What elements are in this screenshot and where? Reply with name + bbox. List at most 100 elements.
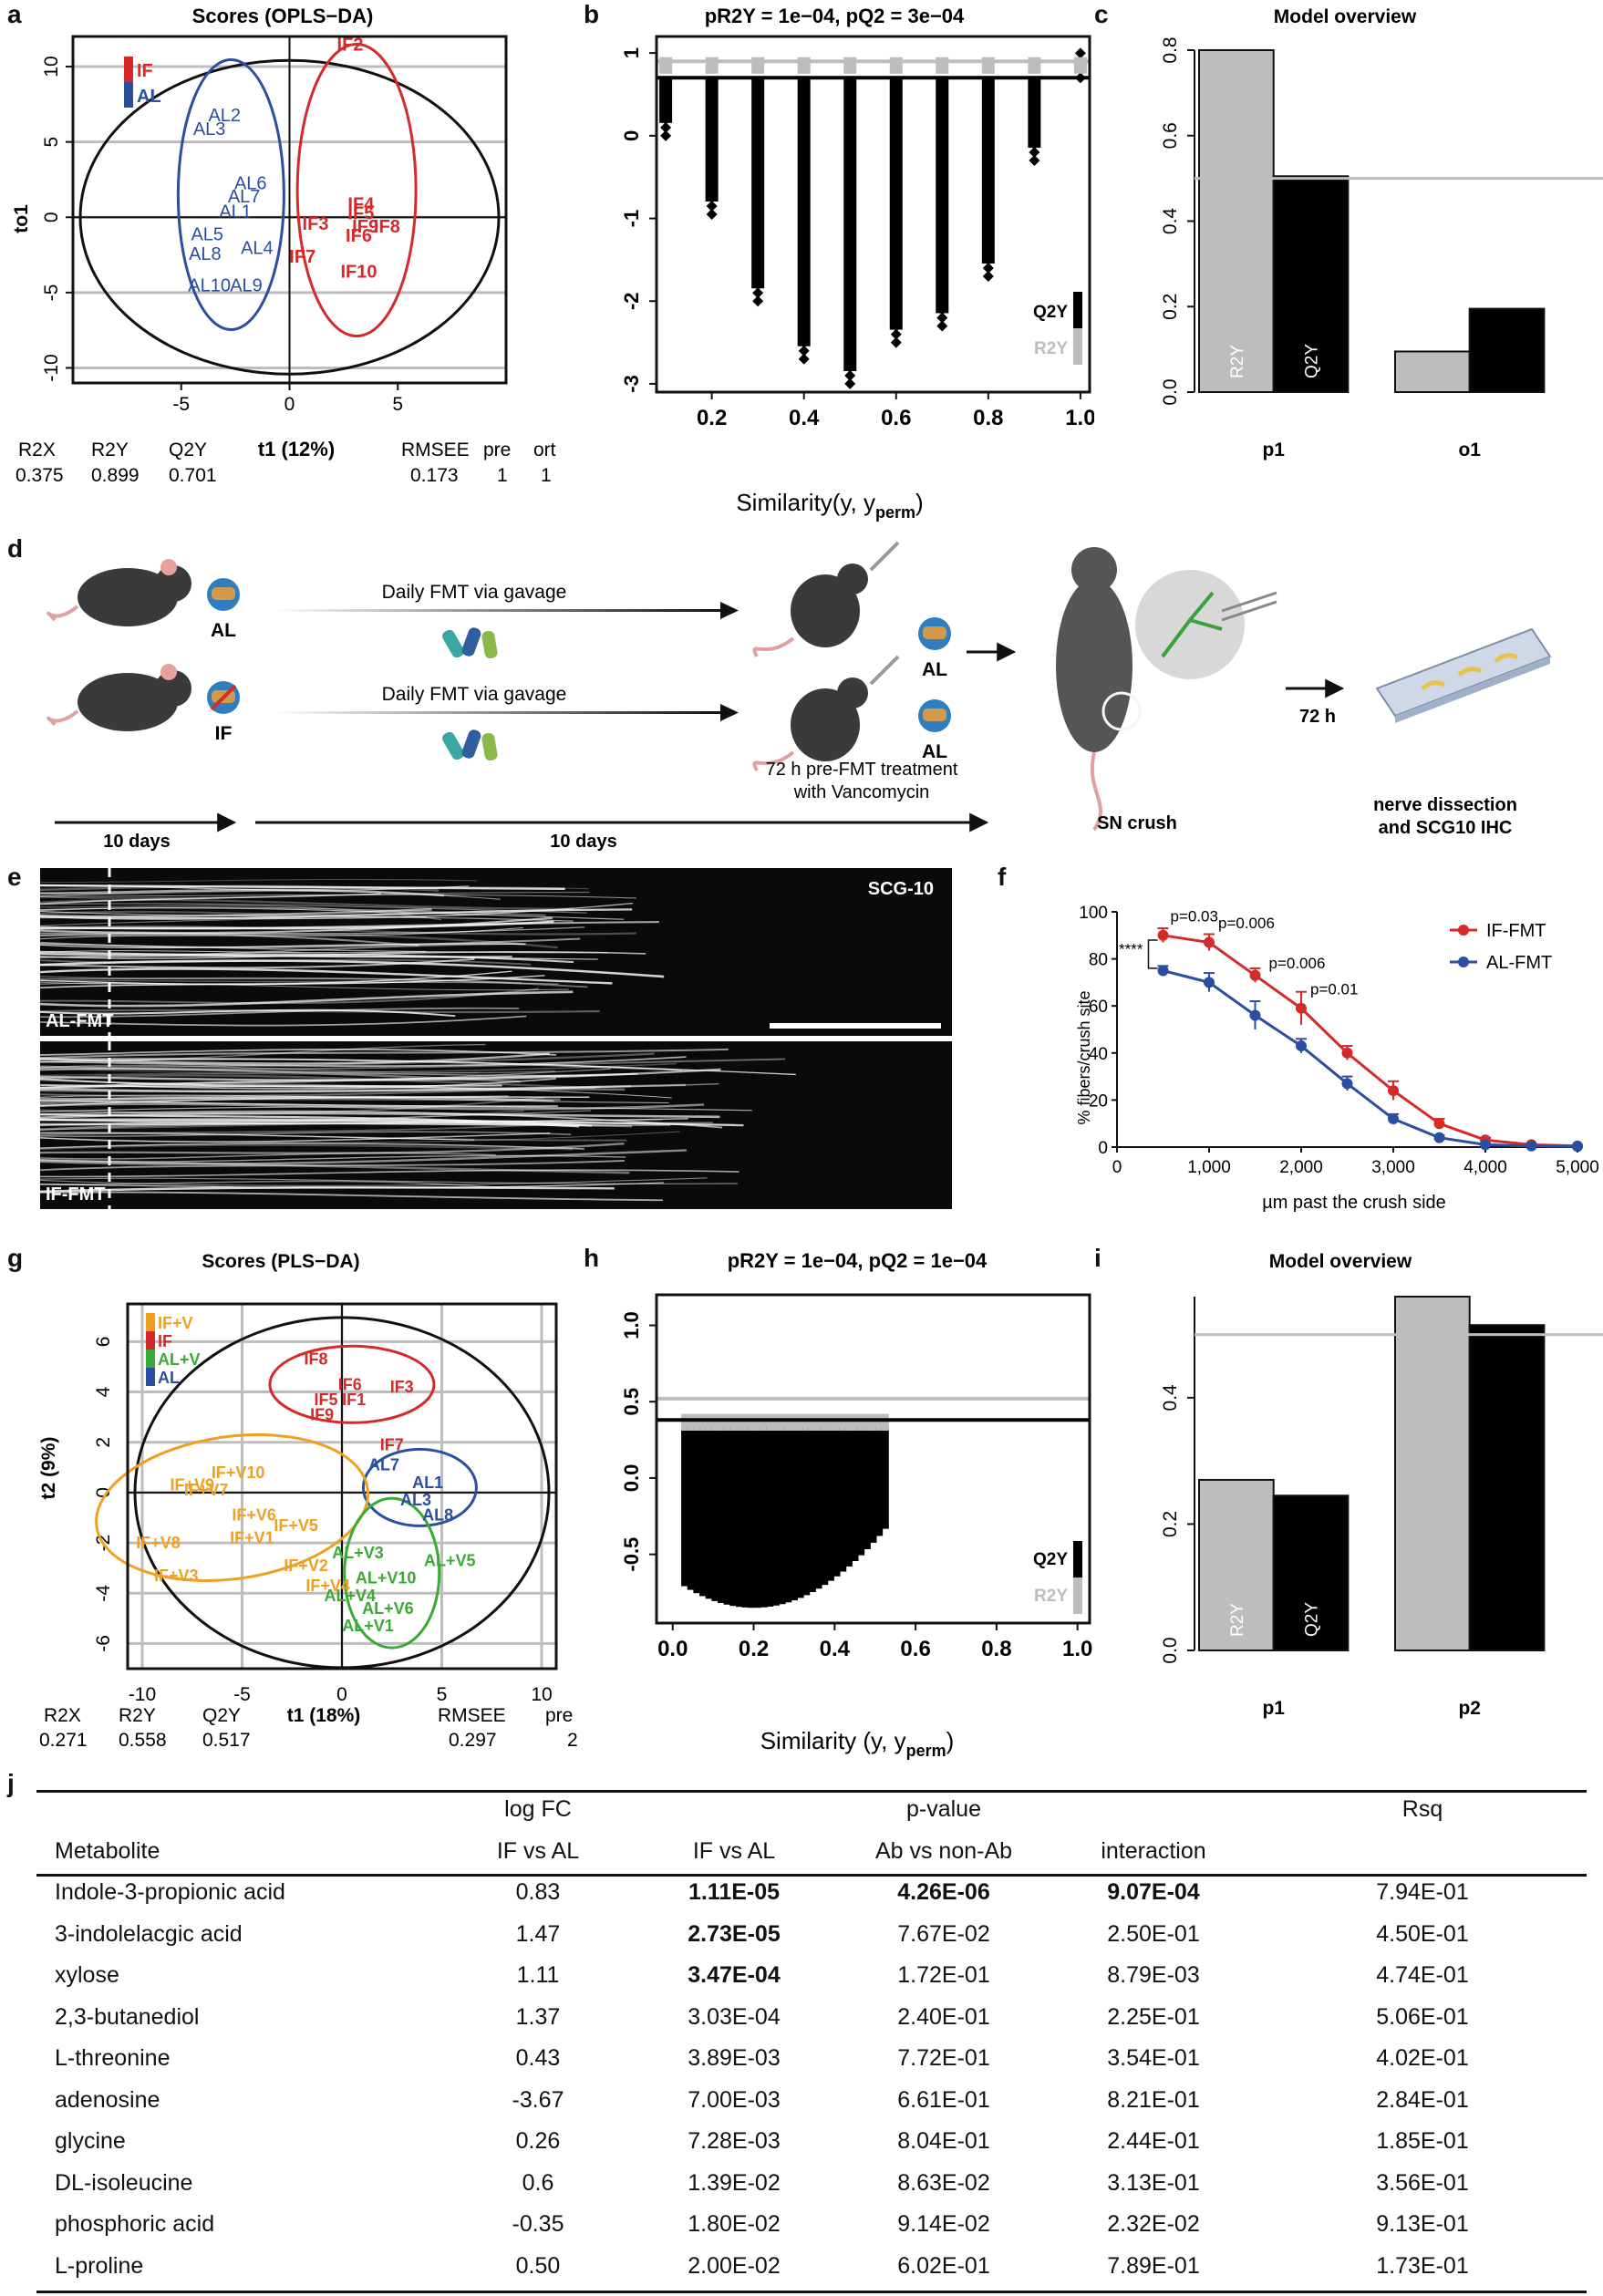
r2y-permutation-column	[736, 1413, 744, 1432]
panel-a-stat-r2y-label: R2Y	[91, 440, 129, 460]
th1-blank	[629, 1789, 839, 1831]
score-point-label: IF6	[338, 1375, 362, 1393]
q2y-permutation-column	[711, 1427, 719, 1601]
legend-label-r2y: R2Y	[1034, 339, 1068, 358]
score-point-label: AL3	[400, 1491, 431, 1509]
score-point-label: AL10	[188, 276, 231, 296]
axon-fiber	[40, 933, 419, 946]
q2y-permutation-column	[881, 1427, 889, 1529]
table-cell: 2.84E-01	[1376, 2086, 1469, 2113]
x-tick-label: 3,000	[1371, 1158, 1415, 1177]
score-point-label: IF+V5	[274, 1516, 318, 1535]
y-tick-label: 0.0	[620, 1464, 643, 1493]
x-tick-label: 0.0	[657, 1637, 688, 1661]
table-cell: 4.02E-01	[1376, 2045, 1469, 2072]
score-point-label: AL1	[219, 202, 252, 222]
scale-bar	[770, 1023, 941, 1029]
bar-r2y	[1198, 1478, 1275, 1651]
q2y-permutation-column	[797, 76, 811, 346]
panel-a-stat-pre-label: pre	[483, 440, 511, 460]
y-tick-label: 2	[93, 1437, 114, 1448]
axon-fiber	[40, 925, 636, 936]
legend-swatch-q2y	[1073, 292, 1082, 328]
q2y-permutation-column	[790, 1427, 798, 1601]
axon-fiber	[40, 1078, 556, 1090]
metabolite-name-cell: Indole-3-propionic acid	[55, 1879, 285, 1906]
mouse-icon	[47, 664, 191, 731]
q2y-outlier-point	[844, 377, 856, 389]
data-point	[1249, 969, 1261, 981]
table-cell: 2.25E-01	[1107, 2003, 1200, 2030]
table-cell: 6.02E-01	[897, 2252, 990, 2279]
q2y-permutation-column	[796, 1427, 804, 1598]
score-point-label: AL6	[234, 173, 267, 193]
r2y-permutation-column	[857, 1413, 865, 1432]
q2y-outlier-point	[798, 336, 810, 348]
axon-fiber	[40, 975, 545, 988]
y-tick-label: -5	[41, 284, 62, 302]
panel-g-stat-pre-label: pre	[545, 1705, 573, 1726]
axon-fiber	[40, 878, 477, 884]
q2y-permutation-column	[681, 1427, 689, 1587]
pretreat-line-1: 72 h pre-FMT treatment	[766, 760, 958, 780]
panel-a-xlabel: t1 (12%)	[258, 438, 335, 460]
table-row: 3-indolelacgic acid 1.47 2.73E-05 7.67E-02 2…	[36, 1914, 1587, 1956]
table-cell: 0.6	[522, 2169, 554, 2196]
r2y-permutation-column	[778, 1413, 786, 1432]
score-point-label: IF8	[374, 217, 400, 237]
legend-swatch-r2y	[1073, 328, 1082, 365]
r2y-permutation-column	[869, 1413, 877, 1432]
p-value-annotation: p=0.03	[1171, 907, 1218, 925]
donor-label-if: IF	[215, 723, 233, 744]
y-tick-label: 0	[1098, 1139, 1108, 1158]
mouse-icon	[752, 541, 900, 657]
q2y-permutation-column	[766, 1427, 774, 1607]
q2y-permutation-column	[889, 76, 903, 330]
panel-g-title: Scores (PLS−DA)	[202, 1251, 359, 1272]
q2y-permutation-column	[863, 1427, 871, 1549]
q2y-permutation-column	[741, 1427, 750, 1608]
th2-3: Ab vs non-Ab	[874, 1837, 1013, 1864]
score-point-label: AL+V10	[356, 1569, 417, 1588]
r2y-permutation-column	[833, 1413, 841, 1432]
legend-swatch-q2y	[1073, 1541, 1082, 1577]
panel-label-b: b	[584, 0, 600, 28]
micrograph-if-fmt: IF-FMT	[40, 1041, 952, 1209]
legend-label: AL+V	[158, 1350, 201, 1369]
table-cell: 1.39E-02	[688, 2169, 781, 2196]
axon-fiber	[40, 1132, 551, 1143]
table-row: xylose 1.11 3.47E-04 1.72E-01 8.79E-03 4.74E-…	[36, 1955, 1587, 1997]
panel-g-stat-q2y-value: 0.517	[202, 1730, 251, 1751]
score-point-label: IF5	[314, 1391, 337, 1409]
q2y-permutation-column	[771, 1427, 780, 1606]
x-tick-label: 0	[1112, 1158, 1122, 1177]
legend-swatch-if	[124, 57, 133, 82]
q2y-outlier-point	[798, 328, 810, 340]
metabolite-name-cell: adenosine	[55, 2086, 160, 2113]
q2y-permutation-column	[748, 1427, 756, 1608]
data-point	[1341, 1047, 1353, 1059]
axon-fiber	[40, 1100, 558, 1107]
y-tick-label: 0.5	[620, 1388, 643, 1416]
x-tick-label: 2,000	[1279, 1158, 1323, 1177]
y-tick-label: 0.4	[1160, 208, 1181, 235]
score-point-label: IF+V10	[212, 1463, 265, 1482]
q2y-outlier-point	[844, 361, 856, 373]
data-point	[1157, 929, 1169, 941]
panel-a-stat-r2x-value: 0.375	[16, 465, 64, 486]
q2y-permutation-column	[693, 1427, 701, 1594]
score-point-label: IF+V9	[170, 1476, 214, 1494]
axon-fiber	[40, 1064, 555, 1074]
q2y-outlier-point	[936, 320, 948, 332]
category-label: p2	[1458, 1698, 1481, 1719]
x-tick-label: 0	[336, 1684, 347, 1705]
th2-4: interaction	[1101, 1837, 1206, 1864]
axon-fiber	[40, 1186, 615, 1193]
r2y-permutation-column	[844, 1413, 853, 1432]
table-cell: 3.54E-01	[1107, 2045, 1200, 2072]
score-point-label: IF+V4	[305, 1577, 350, 1595]
th1-1: log FC	[504, 1796, 572, 1823]
q2y-outlier-point	[660, 129, 672, 141]
axon-fiber	[40, 1131, 572, 1137]
metabolite-name-cell: L-proline	[55, 2252, 144, 2279]
